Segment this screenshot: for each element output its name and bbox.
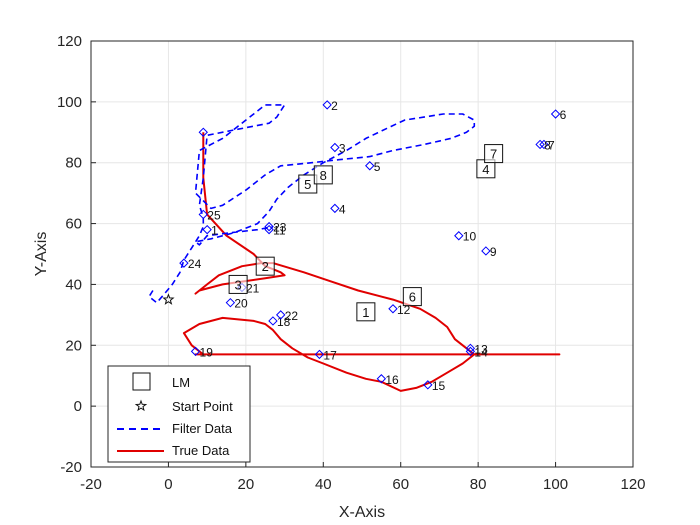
waypoint-label: 22	[285, 309, 299, 323]
x-tick-label: 100	[543, 476, 568, 493]
waypoint-marker	[388, 304, 398, 314]
series-layer	[148, 104, 561, 392]
waypoint-marker	[198, 127, 208, 137]
landmark-label: 2	[262, 259, 269, 274]
waypoint-marker	[423, 380, 433, 390]
waypoint-label: 11	[273, 224, 286, 238]
legend-true-label: True Data	[172, 443, 230, 458]
legend-filter-label: Filter Data	[172, 421, 233, 436]
x-tick-label: 0	[164, 476, 172, 493]
waypoint-marker	[465, 346, 476, 357]
y-axis-label: Y-Axis	[33, 232, 50, 277]
landmark-label: 8	[320, 168, 327, 183]
y-tick-label: 40	[65, 276, 82, 293]
true-data-line	[182, 132, 561, 392]
landmark-label: 7	[490, 147, 497, 162]
landmark-label: 5	[304, 177, 311, 192]
landmark-label: 3	[234, 277, 241, 292]
waypoint-label: 7	[548, 138, 555, 152]
y-tick-label: 120	[57, 33, 82, 50]
waypoint-label: 12	[397, 303, 411, 317]
waypoint-marker	[376, 374, 387, 384]
waypoint-label: 2	[331, 99, 338, 113]
x-tick-label: 60	[392, 476, 409, 493]
waypoint-label: 25	[207, 208, 221, 222]
waypoint-label: 1	[211, 224, 218, 238]
waypoint-label: 19	[200, 345, 214, 359]
y-tick-label: 20	[65, 337, 82, 354]
landmark-marker	[228, 274, 248, 294]
landmark-label: 4	[482, 162, 489, 177]
waypoint-label: 21	[246, 281, 260, 295]
waypoint-marker	[198, 209, 208, 220]
waypoint-marker	[264, 221, 274, 232]
landmark-label: 6	[409, 290, 416, 305]
waypoint-marker	[465, 343, 476, 354]
y-tick-label: 80	[65, 155, 82, 172]
landmark-marker	[484, 144, 504, 164]
waypoint-label: 4	[339, 202, 346, 216]
waypoint-marker	[275, 310, 286, 320]
legend-box	[107, 365, 251, 463]
waypoint-marker	[454, 231, 464, 241]
start-point-marker	[162, 293, 175, 305]
waypoint-marker	[481, 246, 491, 256]
waypoint-marker	[268, 316, 278, 326]
waypoint-label: 8	[544, 138, 551, 152]
waypoint-marker	[179, 258, 189, 268]
waypoint-label: 24	[188, 257, 202, 271]
waypoint-marker	[365, 161, 375, 171]
waypoint-label: 3	[339, 142, 346, 156]
waypoint-marker	[330, 203, 340, 214]
landmark-marker	[356, 302, 376, 322]
waypoint-label: 6	[560, 108, 567, 122]
x-tick-label: 40	[315, 476, 332, 493]
waypoint-marker	[535, 139, 545, 150]
waypoint-label: 17	[323, 348, 337, 362]
x-tick-label: -20	[80, 476, 102, 493]
legend-lm-label: LM	[172, 375, 190, 390]
x-tick-label: 120	[620, 476, 645, 493]
waypoint-marker	[322, 100, 332, 110]
markers-layer: 1234567891011121314151617181920212223242…	[162, 99, 567, 393]
legend-start-swatch	[134, 399, 148, 412]
x-tick-label: 20	[238, 476, 255, 493]
waypoint-marker	[550, 109, 561, 119]
waypoint-label: 16	[385, 373, 399, 387]
x-tick-label: 80	[470, 476, 487, 493]
legend: LM Start Point Filter Data True Data	[107, 365, 251, 463]
waypoint-marker	[202, 224, 212, 235]
y-tick-label: 60	[65, 216, 82, 233]
filter-data-line	[148, 104, 476, 304]
plot-frame	[90, 40, 634, 468]
landmark-marker	[313, 165, 333, 185]
y-tick-label: -20	[60, 459, 82, 476]
waypoint-label: 20	[234, 297, 248, 311]
waypoint-marker	[314, 349, 325, 360]
waypoint-marker	[539, 139, 549, 150]
waypoint-label: 13	[474, 342, 488, 356]
waypoint-label: 14	[474, 345, 488, 359]
legend-start-label: Start Point	[172, 399, 233, 414]
waypoint-label: 9	[490, 245, 497, 259]
legend-lm-swatch	[132, 372, 151, 391]
waypoint-label: 5	[374, 160, 381, 174]
y-tick-label: 0	[74, 398, 82, 415]
waypoint-label: 23	[273, 221, 287, 235]
landmark-label: 1	[362, 305, 369, 320]
landmark-marker	[255, 256, 275, 276]
landmark-marker	[402, 287, 422, 307]
waypoint-marker	[330, 142, 340, 153]
y-tick-label: 100	[57, 94, 82, 111]
waypoint-label: 15	[432, 379, 446, 393]
waypoint-label: 10	[463, 230, 477, 244]
waypoint-marker	[190, 346, 201, 357]
waypoint-marker	[225, 297, 236, 308]
x-axis-label: X-Axis	[339, 504, 385, 521]
